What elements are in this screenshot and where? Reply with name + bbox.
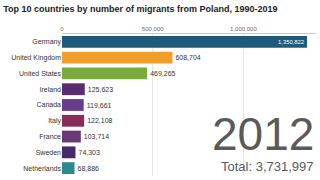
svg-text:United States: United States	[19, 70, 62, 77]
svg-text:1,000,000: 1,000,000	[230, 26, 257, 32]
svg-text:France: France	[39, 133, 61, 140]
svg-text:122,108: 122,108	[87, 117, 112, 124]
svg-text:74,303: 74,303	[78, 149, 100, 156]
svg-text:103,714: 103,714	[84, 133, 109, 140]
svg-text:125,623: 125,623	[88, 86, 113, 93]
svg-text:119,661: 119,661	[87, 102, 112, 109]
svg-text:Italy: Italy	[48, 117, 61, 125]
svg-text:469,265: 469,265	[150, 70, 175, 77]
svg-text:500,000: 500,000	[142, 26, 164, 32]
svg-text:1,350,822: 1,350,822	[278, 39, 304, 45]
svg-text:Top 10 countries by number of: Top 10 countries by number of migrants f…	[3, 4, 277, 14]
svg-text:Germany: Germany	[32, 38, 61, 46]
svg-text:United Kingdom: United Kingdom	[11, 54, 61, 62]
svg-text:0: 0	[60, 26, 64, 32]
svg-text:Ireland: Ireland	[40, 86, 62, 93]
svg-text:2012: 2012	[212, 108, 314, 160]
svg-text:Netherlands: Netherlands	[23, 165, 61, 172]
svg-text:Canada: Canada	[36, 101, 61, 108]
svg-text:68,886: 68,886	[78, 165, 100, 172]
svg-text:608,704: 608,704	[175, 54, 200, 61]
svg-text:Total: 3,731,997: Total: 3,731,997	[221, 159, 314, 174]
svg-text:Sweden: Sweden	[36, 149, 61, 156]
